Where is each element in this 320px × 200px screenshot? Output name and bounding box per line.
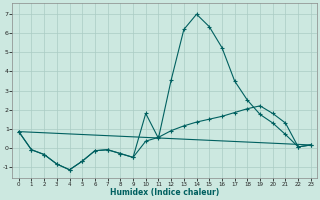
X-axis label: Humidex (Indice chaleur): Humidex (Indice chaleur): [110, 188, 220, 197]
